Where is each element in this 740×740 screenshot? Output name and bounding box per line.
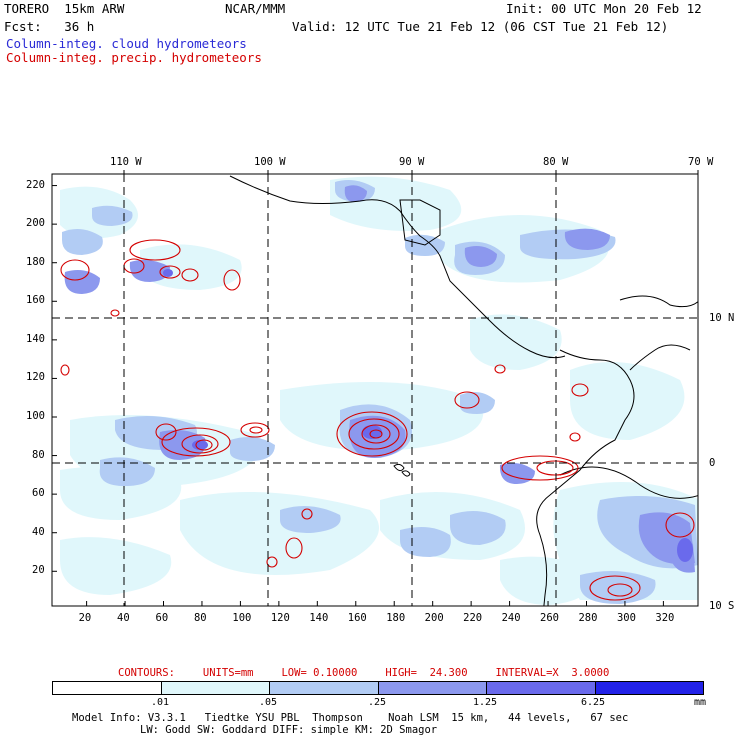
x-tick-label: 200: [424, 612, 444, 624]
lat-label-0: 0: [709, 457, 716, 469]
x-tick-label: 120: [270, 612, 290, 624]
y-tick-label: 180: [26, 255, 45, 268]
colorbar-segment: [270, 682, 379, 694]
contour-interval: INTERVAL=X 3.0000: [495, 667, 610, 679]
valid-time: Valid: 12 UTC Tue 21 Feb 12 (06 CST Tue …: [292, 19, 669, 34]
colorbar-segment: [53, 682, 162, 694]
model-info-line1: Model Info: V3.3.1 Tiedtke YSU PBL Thomp…: [72, 712, 629, 724]
cloud-strongest-shading: [163, 269, 693, 562]
model-title: TORERO 15km ARW: [4, 1, 125, 16]
y-tick-label: 160: [26, 294, 45, 307]
init-time: Init: 00 UTC Mon 20 Feb 12: [506, 1, 702, 16]
colorbar-label-025: .25: [367, 697, 387, 708]
x-tick-label: 280: [578, 612, 598, 624]
contour-label: CONTOURS:: [118, 667, 175, 679]
colorbar-segment: [595, 682, 703, 694]
colorbar-label-001: .01: [150, 697, 170, 708]
y-tick-label: 120: [26, 371, 45, 384]
x-tick-label: 320: [655, 612, 675, 624]
lon-label-90w: 90 W: [399, 156, 425, 168]
colorbar-label-625: 6.25: [580, 697, 606, 708]
precip-contours: [60, 239, 695, 601]
x-tick-label: 180: [386, 612, 406, 624]
x-tick-label: 140: [309, 612, 329, 624]
colorbar-label-125: 1.25: [472, 697, 498, 708]
lon-label-110w: 110 W: [110, 156, 142, 168]
contour-low: LOW= 0.10000: [281, 667, 358, 679]
x-tick-label: 160: [347, 612, 367, 624]
y-tick-label: 100: [26, 410, 45, 422]
color-bar: [52, 681, 704, 695]
y-tick-label: 20: [32, 564, 45, 577]
lat-label-10n: 10 N: [709, 312, 735, 324]
y-tick-label: 60: [32, 487, 45, 500]
colorbar-segment: [487, 682, 596, 694]
x-tick-label: 260: [540, 612, 559, 624]
coastlines: [229, 175, 698, 606]
latlon-grid: [52, 174, 698, 606]
lat-label-10s: 10 S: [709, 600, 735, 612]
organization-label: NCAR/MMM: [225, 1, 286, 16]
x-tick-label: 80: [193, 612, 207, 624]
y-tick-label: 40: [32, 525, 45, 538]
x-tick-marks: [86, 601, 664, 606]
x-tick-label: 40: [117, 612, 130, 624]
contour-high: HIGH= 24.300: [385, 667, 468, 679]
plot-frame: [51, 173, 699, 607]
colorbar-label-005: .05: [258, 697, 278, 708]
forecast-hour: Fcst: 36 h: [4, 19, 95, 34]
x-tick-label: 60: [155, 612, 169, 624]
x-tick-label: 220: [463, 612, 483, 624]
x-tick-label: 240: [501, 612, 521, 624]
lon-label-100w: 100 W: [254, 156, 286, 168]
field-label-precip: Column-integ. precip. hydrometeors: [6, 50, 262, 65]
y-tick-label: 220: [26, 178, 45, 191]
colorbar-unit: mm: [693, 697, 707, 708]
lon-label-70w: 70 W: [688, 156, 714, 168]
x-tick-label: 20: [78, 612, 92, 624]
x-tick-label: 100: [232, 612, 252, 624]
lon-tick-marks: [123, 170, 699, 174]
colorbar-segment: [378, 682, 487, 694]
model-info: Model Info: V3.3.1 Tiedtke YSU PBL Thomp…: [72, 712, 628, 736]
field-label-cloud: Column-integ. cloud hydrometeors: [6, 36, 247, 51]
y-tick-label: 200: [26, 217, 45, 230]
lon-label-80w: 80 W: [543, 156, 569, 168]
x-tick-label: 300: [616, 612, 636, 624]
contour-units: UNITS=mm: [202, 667, 254, 679]
contour-info: CONTOURS: UNITS=mm LOW= 0.10000 HIGH= 24.30…: [118, 667, 637, 679]
y-tick-label: 80: [32, 448, 45, 461]
model-info-line2: LW: Godd SW: Goddard DIFF: simple KM: 2D…: [140, 724, 438, 736]
y-tick-marks: [52, 185, 57, 572]
y-tick-label: 140: [26, 332, 45, 345]
cloud-hydrometeor-field: [60, 176, 698, 605]
colorbar-segment: [161, 682, 270, 694]
